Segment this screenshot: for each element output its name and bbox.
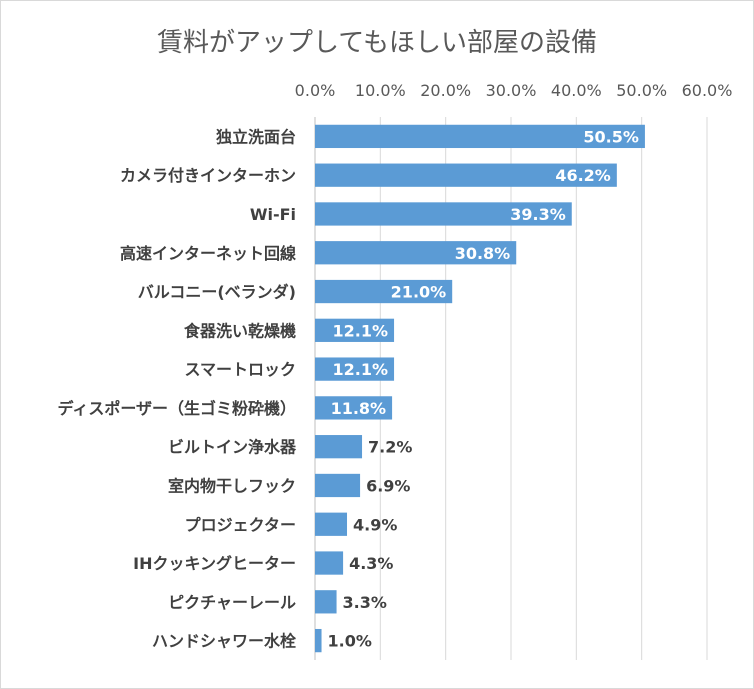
data-label: 12.1% (333, 360, 389, 379)
data-labels: 50.5%46.2%39.3%30.8%21.0%12.1%12.1%11.8%… (328, 127, 639, 650)
category-label: 高速インターネット回線 (120, 244, 296, 263)
bars (315, 124, 645, 653)
bar (315, 590, 337, 614)
x-tick-label: 30.0% (486, 81, 537, 100)
data-label: 7.2% (368, 438, 412, 457)
x-tick-label: 40.0% (551, 81, 602, 100)
category-label: スマートロック (184, 360, 296, 379)
data-label: 39.3% (510, 205, 566, 224)
data-label: 12.1% (333, 321, 389, 340)
data-label: 50.5% (583, 127, 639, 146)
data-label: 11.8% (331, 399, 387, 418)
bar (315, 473, 361, 498)
bar (315, 124, 645, 149)
bar (315, 241, 517, 265)
bar (315, 279, 453, 304)
data-label: 46.2% (555, 166, 611, 185)
category-label: プロジェクター (185, 515, 296, 534)
gridlines (314, 117, 708, 660)
bar (315, 318, 395, 342)
category-label: カメラ付きインターホン (120, 166, 296, 185)
bar (315, 628, 322, 653)
data-label: 4.9% (353, 515, 397, 534)
x-tick-label: 0.0% (295, 81, 336, 100)
bar (315, 163, 617, 187)
data-label: 6.9% (366, 476, 410, 495)
data-label: 30.8% (455, 244, 511, 263)
data-label: 21.0% (391, 283, 447, 302)
category-label: IHクッキングヒーター (133, 554, 296, 573)
category-label: ビルトイン浄水器 (168, 438, 297, 457)
category-label: ピクチャーレール (168, 593, 296, 612)
x-axis-ticks: 0.0% 10.0% 20.0% 30.0% 40.0% 50.0% 60.0% (295, 81, 733, 100)
category-label: 室内物干しフック (168, 476, 296, 495)
bar (315, 551, 344, 575)
data-label: 1.0% (328, 632, 372, 651)
x-tick-label: 20.0% (420, 81, 471, 100)
bar (315, 435, 363, 459)
category-label: Wi-Fi (250, 205, 296, 224)
category-label: 独立洗面台 (216, 127, 296, 146)
category-label: ハンドシャワー水栓 (152, 632, 297, 651)
x-tick-label: 50.0% (616, 81, 667, 100)
x-tick-label: 10.0% (355, 81, 406, 100)
x-tick-label: 60.0% (682, 81, 733, 100)
data-label: 4.3% (349, 554, 393, 573)
chart-title: 賃料がアップしてもほしい部屋の設備 (157, 28, 597, 58)
bar (315, 512, 348, 536)
bar (315, 396, 393, 420)
bar (315, 202, 572, 226)
category-label: 食器洗い乾燥機 (183, 321, 296, 340)
bar (315, 357, 395, 381)
data-label: 3.3% (343, 593, 387, 612)
category-label: ディスポーザー（生ゴミ粉砕機） (57, 399, 296, 418)
category-label: バルコニー(ベランダ) (138, 283, 296, 302)
